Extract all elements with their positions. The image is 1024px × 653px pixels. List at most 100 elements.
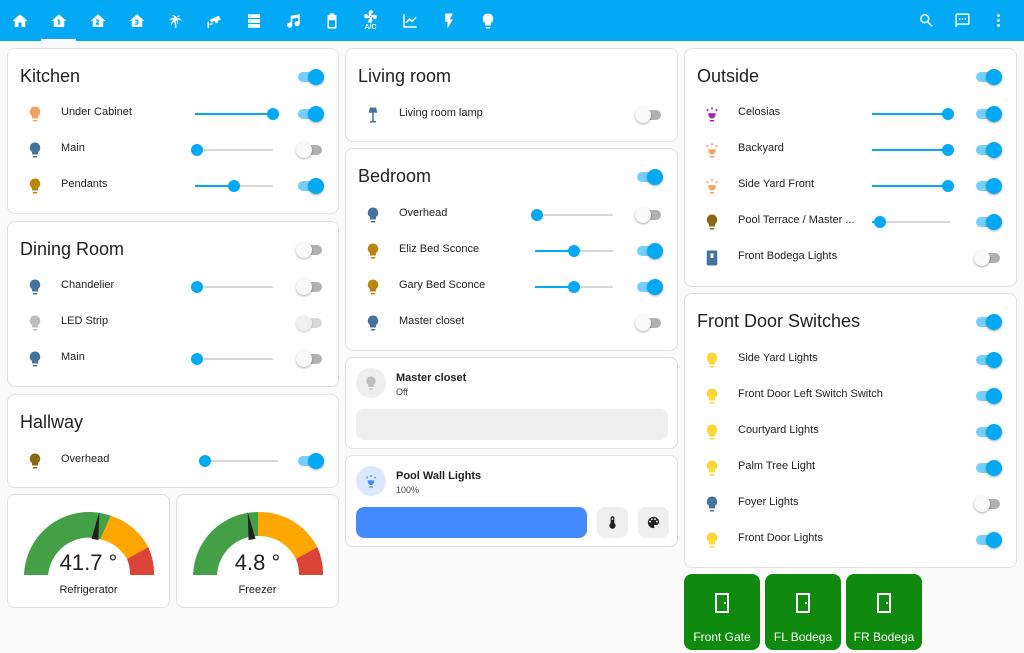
slider-knob[interactable] [568, 245, 580, 257]
slider-knob[interactable] [190, 353, 203, 365]
tab-battery[interactable] [312, 0, 351, 41]
header-toggle[interactable] [974, 314, 1002, 330]
toggle-switch[interactable] [296, 315, 324, 331]
toggle-switch[interactable] [974, 424, 1002, 440]
toggle-switch[interactable] [974, 69, 1002, 85]
tab-music[interactable] [273, 0, 312, 41]
entity-label[interactable]: Overhead [61, 453, 110, 465]
menu-button[interactable] [980, 0, 1016, 41]
entity-label[interactable]: Front Door Left Switch Switch [738, 388, 883, 400]
header-toggle[interactable] [296, 69, 324, 85]
toggle-switch[interactable] [635, 107, 663, 123]
brightness-bar[interactable] [356, 409, 668, 440]
door-button[interactable]: FL Bodega [765, 574, 841, 650]
slider-knob[interactable] [199, 455, 212, 467]
toggle-switch[interactable] [296, 279, 324, 295]
color-temperature-button[interactable] [597, 507, 628, 538]
entity-label[interactable]: Master closet [399, 315, 465, 327]
lightbulb-icon[interactable] [364, 206, 382, 224]
tab-floor-1[interactable] [39, 0, 78, 41]
toggle-switch[interactable] [635, 207, 663, 223]
header-toggle[interactable] [635, 169, 663, 185]
entity-label[interactable]: Main [61, 142, 85, 154]
door-button[interactable]: FR Bodega [846, 574, 922, 650]
entity-label[interactable]: LED Strip [61, 315, 109, 327]
slider-knob[interactable] [267, 108, 279, 120]
master-closet-tile[interactable]: Master closet Off [345, 357, 678, 449]
lightbulb-icon[interactable] [364, 242, 382, 260]
toggle-switch[interactable] [635, 243, 663, 259]
brightness-slider[interactable] [535, 281, 613, 293]
toggle-switch[interactable] [635, 279, 663, 295]
toggle-switch[interactable] [974, 352, 1002, 368]
pool-wall-lights-tile[interactable]: Pool Wall Lights 100% [345, 455, 678, 547]
toggle-switch[interactable] [635, 315, 663, 331]
toggle-switch[interactable] [974, 250, 1002, 266]
header-toggle[interactable] [296, 242, 324, 258]
brightness-slider[interactable] [199, 455, 278, 467]
lightbulb-icon[interactable] [703, 495, 721, 513]
entity-label[interactable]: Main [61, 351, 85, 363]
toggle-switch[interactable] [974, 460, 1002, 476]
slider-knob[interactable] [530, 209, 543, 221]
slider-knob[interactable] [190, 281, 203, 293]
slider-knob[interactable] [942, 144, 955, 156]
toggle-switch[interactable] [974, 178, 1002, 194]
slider-knob[interactable] [568, 281, 580, 293]
brightness-slider[interactable] [872, 144, 955, 156]
entity-label[interactable]: Celosias [738, 106, 781, 118]
color-picker-button[interactable] [638, 507, 669, 538]
brightness-slider[interactable] [872, 216, 950, 228]
entity-label[interactable]: Foyer Lights [738, 496, 799, 508]
tab-cameras[interactable] [195, 0, 234, 41]
brightness-slider[interactable] [535, 245, 613, 257]
wall-sconce-icon[interactable] [703, 141, 721, 159]
lightbulb-icon[interactable] [703, 351, 721, 369]
lightbulb-icon[interactable] [703, 423, 721, 441]
entity-label[interactable]: Eliz Bed Sconce [399, 243, 480, 255]
lightbulb-icon[interactable] [364, 314, 382, 332]
search-button[interactable] [908, 0, 944, 41]
tab-outdoor[interactable] [156, 0, 195, 41]
brightness-slider[interactable] [195, 108, 279, 120]
lightbulb-icon[interactable] [703, 387, 721, 405]
lightbulb-icon[interactable] [703, 213, 721, 231]
toggle-switch[interactable] [296, 178, 324, 194]
tile-icon[interactable] [356, 368, 386, 398]
door-button[interactable]: Front Gate [684, 574, 760, 650]
toggle-switch[interactable] [296, 242, 324, 258]
lightbulb-icon[interactable] [26, 141, 44, 159]
header-toggle[interactable] [974, 69, 1002, 85]
toggle-switch[interactable] [974, 106, 1002, 122]
brightness-slider[interactable] [190, 281, 273, 293]
wall-sconce-icon[interactable] [703, 105, 721, 123]
floor-lamp-icon[interactable] [364, 106, 382, 124]
entity-label[interactable]: Side Yard Lights [738, 352, 818, 364]
slider-knob[interactable] [228, 180, 240, 192]
slider-knob[interactable] [190, 144, 203, 156]
toggle-switch[interactable] [296, 142, 324, 158]
lightbulb-icon[interactable] [26, 177, 44, 195]
slider-knob[interactable] [942, 180, 955, 192]
entity-label[interactable]: Side Yard Front [738, 178, 815, 190]
lightbulb-icon[interactable] [26, 350, 44, 368]
entity-label[interactable]: Chandelier [61, 279, 115, 291]
lightbulb-icon[interactable] [703, 531, 721, 549]
entity-label[interactable]: Front Bodega Lights [738, 250, 838, 262]
toggle-switch[interactable] [296, 351, 324, 367]
brightness-slider[interactable] [190, 353, 273, 365]
entity-label[interactable]: Pendants [61, 178, 108, 190]
brightness-slider[interactable] [872, 180, 955, 192]
brightness-slider[interactable] [530, 209, 613, 221]
toggle-switch[interactable] [974, 532, 1002, 548]
tab-floor-2[interactable] [78, 0, 117, 41]
tile-icon[interactable] [356, 466, 386, 496]
entity-label[interactable]: Overhead [399, 207, 448, 219]
lightbulb-icon[interactable] [26, 278, 44, 296]
toggle-switch[interactable] [296, 106, 324, 122]
wall-sconce-icon[interactable] [703, 177, 721, 195]
brightness-slider[interactable] [190, 144, 273, 156]
lightbulb-icon[interactable] [26, 314, 44, 332]
brightness-slider[interactable] [195, 180, 273, 192]
toggle-switch[interactable] [974, 214, 1002, 230]
